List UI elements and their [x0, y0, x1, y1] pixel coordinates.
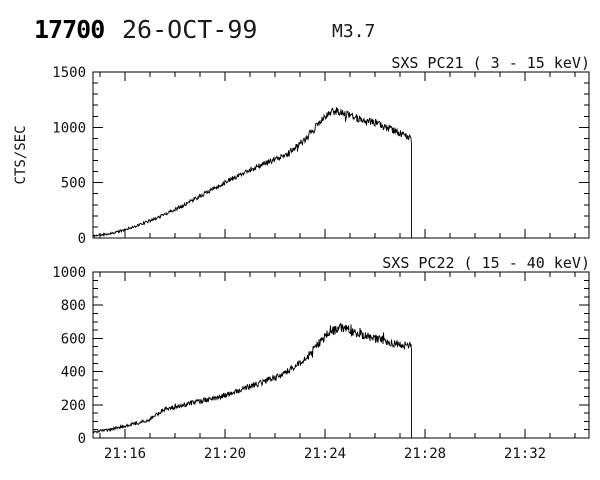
y-tick-label: 0 — [78, 431, 86, 447]
y-tick-label: 1000 — [52, 120, 86, 136]
data-curve — [92, 107, 412, 238]
observation-date: 26-OCT-99 — [122, 15, 258, 44]
y-tick-label: 400 — [61, 365, 86, 381]
panel-frame — [92, 71, 590, 239]
x-tick-label: 21:20 — [204, 446, 246, 462]
flare-class: M3.7 — [332, 21, 376, 42]
y-tick-label: 0 — [78, 231, 86, 247]
panel-title: SXS PC22 ( 15 - 40 keV) — [382, 254, 590, 272]
x-tick-label: 21:28 — [404, 446, 446, 462]
event-id: 17700 — [34, 15, 105, 44]
y-tick-label: 1000 — [52, 265, 86, 281]
x-tick-label: 21:32 — [504, 446, 546, 462]
y-tick-label: 600 — [61, 331, 86, 347]
y-axis-label: CTS/SEC — [13, 125, 29, 184]
panel-frame — [92, 271, 590, 439]
panel-title: SXS PC21 ( 3 - 15 keV) — [391, 54, 590, 72]
data-curve — [92, 322, 412, 438]
y-tick-label: 200 — [61, 398, 86, 414]
x-tick-label: 21:16 — [104, 446, 146, 462]
y-tick-label: 800 — [61, 298, 86, 314]
y-tick-label: 1500 — [52, 65, 86, 81]
x-tick-label: 21:24 — [304, 446, 346, 462]
y-tick-label: 500 — [61, 176, 86, 192]
